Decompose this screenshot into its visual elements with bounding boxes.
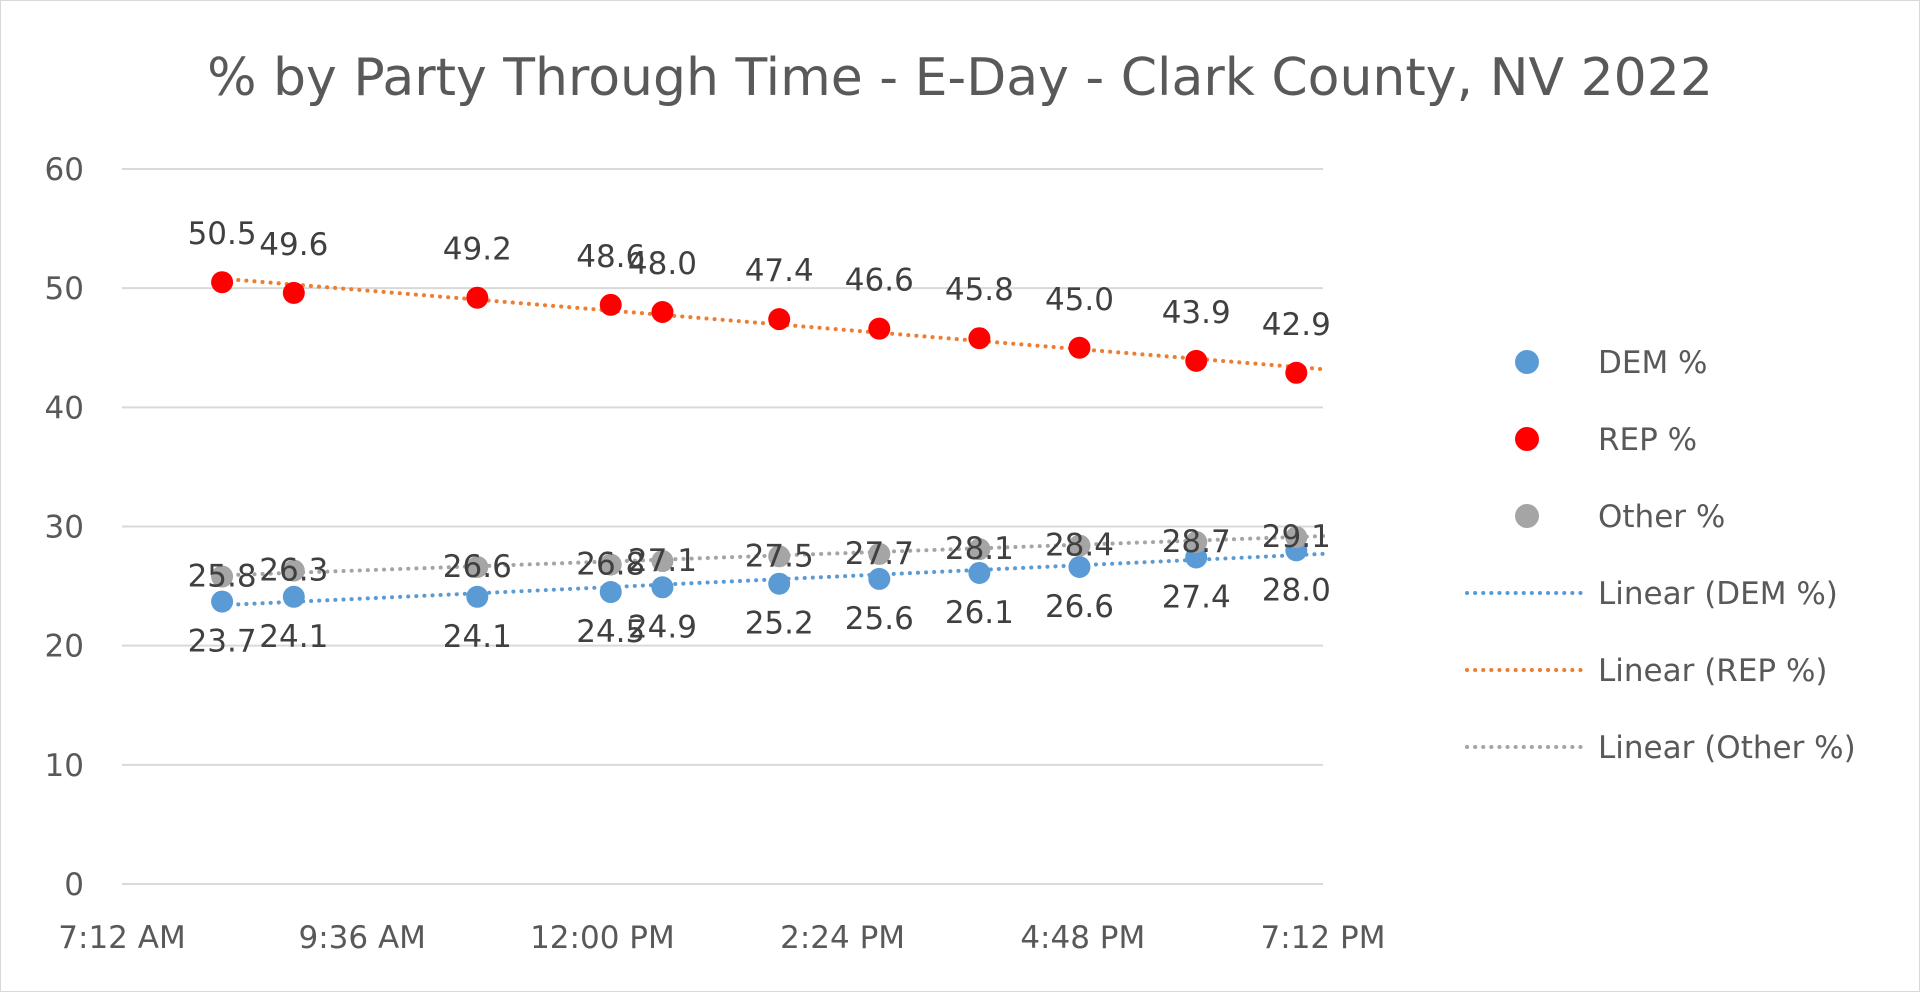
data-label: 45.0 bbox=[1045, 282, 1114, 318]
data-point bbox=[968, 327, 991, 350]
data-point bbox=[868, 567, 891, 590]
data-point bbox=[868, 317, 891, 340]
y-tick-label: 10 bbox=[45, 748, 84, 784]
data-point bbox=[1285, 526, 1308, 549]
data-points bbox=[211, 271, 1308, 613]
data-label: 23.7 bbox=[188, 624, 257, 660]
x-tick-label: 7:12 AM bbox=[58, 920, 185, 956]
legend-label: Other % bbox=[1598, 499, 1725, 535]
data-label: 26.8 bbox=[576, 547, 645, 583]
x-tick-label: 12:00 PM bbox=[530, 920, 675, 956]
data-label: 42.9 bbox=[1262, 307, 1331, 343]
data-point bbox=[768, 572, 791, 595]
data-label: 27.1 bbox=[628, 543, 697, 579]
data-label: 29.1 bbox=[1262, 519, 1331, 555]
data-point bbox=[1068, 534, 1091, 557]
data-point bbox=[211, 271, 234, 294]
data-point bbox=[466, 556, 489, 579]
y-axis-ticks: 0 10 20 30 40 50 60 bbox=[45, 152, 84, 903]
data-point bbox=[968, 561, 991, 584]
data-label: 24.5 bbox=[576, 614, 645, 650]
data-point bbox=[651, 301, 674, 323]
data-label: 43.9 bbox=[1162, 295, 1231, 331]
data-point bbox=[599, 293, 622, 316]
data-label: 27.7 bbox=[845, 536, 914, 572]
data-label: 24.1 bbox=[259, 619, 328, 655]
data-point bbox=[1285, 361, 1308, 384]
data-point bbox=[1185, 530, 1208, 553]
data-point bbox=[651, 576, 674, 599]
data-label: 48.6 bbox=[576, 239, 645, 275]
data-point bbox=[282, 559, 305, 582]
data-point bbox=[1068, 556, 1091, 579]
data-label: 47.4 bbox=[745, 253, 814, 289]
data-label: 26.1 bbox=[945, 595, 1014, 631]
data-label: 48.0 bbox=[628, 246, 697, 282]
data-point bbox=[599, 553, 622, 576]
data-label: 26.3 bbox=[259, 553, 328, 589]
data-point bbox=[651, 550, 674, 573]
data-label: 28.0 bbox=[1262, 572, 1331, 608]
y-tick-label: 50 bbox=[45, 271, 84, 307]
gridlines bbox=[122, 168, 1323, 885]
data-label: 46.6 bbox=[845, 263, 914, 299]
chart-title: % by Party Through Time - E-Day - Clark … bbox=[207, 48, 1713, 108]
data-label: 25.6 bbox=[845, 601, 914, 637]
y-tick-label: 20 bbox=[45, 629, 84, 665]
data-point bbox=[282, 585, 305, 608]
legend-marker bbox=[1515, 427, 1539, 451]
data-label: 28.4 bbox=[1045, 528, 1114, 564]
data-label: 49.2 bbox=[443, 232, 512, 268]
x-tick-label: 2:24 PM bbox=[780, 920, 905, 956]
data-label: 28.7 bbox=[1162, 524, 1231, 560]
data-point bbox=[868, 542, 891, 565]
x-tick-label: 4:48 PM bbox=[1020, 920, 1145, 956]
data-label: 45.8 bbox=[945, 272, 1014, 308]
legend-label: Linear (DEM %) bbox=[1598, 576, 1838, 612]
data-label: 49.6 bbox=[259, 227, 328, 263]
data-point bbox=[968, 538, 991, 561]
legend-marker bbox=[1515, 350, 1539, 374]
y-tick-label: 40 bbox=[45, 390, 84, 426]
data-point bbox=[466, 286, 489, 309]
data-label: 24.9 bbox=[628, 609, 697, 645]
data-label: 25.2 bbox=[745, 606, 814, 642]
y-tick-label: 60 bbox=[45, 152, 84, 188]
data-label: 26.6 bbox=[1045, 589, 1114, 625]
legend-label: Linear (Other %) bbox=[1598, 730, 1856, 766]
data-point bbox=[599, 581, 622, 604]
data-label: 27.4 bbox=[1162, 579, 1231, 615]
data-point bbox=[211, 590, 234, 613]
legend-label: REP % bbox=[1598, 422, 1697, 458]
data-label: 25.8 bbox=[188, 559, 257, 595]
data-label: 27.5 bbox=[745, 538, 814, 574]
data-label: 26.6 bbox=[443, 549, 512, 585]
data-point bbox=[768, 308, 791, 331]
legend-marker bbox=[1515, 504, 1539, 528]
data-label: 24.1 bbox=[443, 619, 512, 655]
data-point bbox=[282, 281, 305, 304]
data-label: 50.5 bbox=[188, 216, 257, 252]
data-labels: 23.7 24.1 24.1 24.524.9 25.2 25.6 26.1 26.6 27.4… bbox=[188, 216, 1331, 659]
x-tick-label: 9:36 AM bbox=[298, 920, 425, 956]
legend: DEM % REP % Other % Linear (DEM %) Linear (R… bbox=[1465, 345, 1856, 766]
y-tick-label: 0 bbox=[64, 867, 84, 903]
data-point bbox=[211, 565, 234, 588]
data-point bbox=[1185, 349, 1208, 372]
x-axis-ticks: 7:12 AM 9:36 AM 12:00 PM 2:24 PM 4:48 PM 7:12… bbox=[58, 920, 1385, 956]
x-tick-label: 7:12 PM bbox=[1261, 920, 1386, 956]
data-point bbox=[466, 585, 489, 608]
data-label: 28.1 bbox=[945, 531, 1014, 567]
data-point bbox=[1185, 546, 1208, 569]
data-point bbox=[1068, 336, 1091, 359]
legend-label: DEM % bbox=[1598, 345, 1708, 381]
legend-label: Linear (REP %) bbox=[1598, 653, 1828, 689]
data-point bbox=[768, 545, 791, 568]
y-tick-label: 30 bbox=[45, 510, 84, 546]
